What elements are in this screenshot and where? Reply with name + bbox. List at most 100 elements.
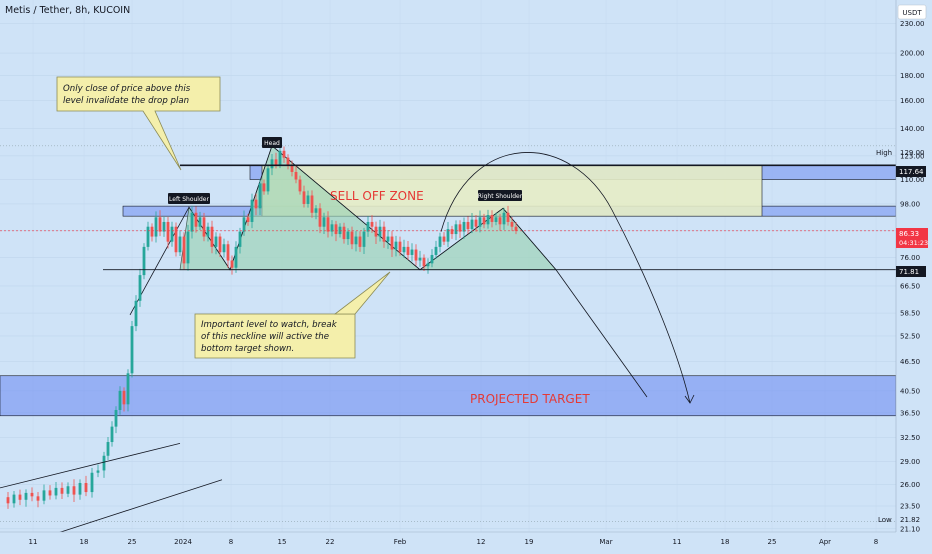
y-tick-label: 23.50	[900, 503, 920, 511]
resistance-badge	[896, 166, 926, 177]
y-tick-label: 58.50	[900, 310, 920, 318]
candle-body	[96, 470, 100, 473]
candle-body	[450, 229, 454, 235]
candle-body	[290, 164, 294, 172]
candle-body	[282, 150, 286, 158]
candle-body	[362, 231, 366, 247]
neckline-text-line-1: Important level to watch, break	[201, 320, 338, 330]
candle-body	[154, 217, 158, 237]
candle-body	[350, 231, 354, 245]
candle-body	[386, 236, 390, 242]
candle-body	[174, 226, 178, 253]
neckline-callout[interactable]: Important level to watch, break of this …	[194, 271, 391, 359]
candle-body	[54, 487, 58, 496]
left-shoulder-label: Left Shoulder	[169, 196, 209, 203]
candle-body	[394, 241, 398, 250]
y-tick-label: 230.00	[900, 20, 925, 28]
candle-body	[84, 482, 88, 493]
channel-lower-line	[54, 479, 223, 535]
candle-body	[422, 257, 426, 267]
x-tick-label: Mar	[599, 538, 612, 546]
candle-body	[318, 208, 322, 227]
candle-body	[418, 257, 422, 261]
candle-body	[510, 221, 514, 227]
candle-body	[462, 221, 466, 232]
candle-body	[410, 249, 414, 255]
x-tick-label: 18	[721, 538, 730, 546]
current-price-value: 86.33	[899, 230, 919, 238]
candle-body	[322, 217, 326, 227]
sell-off-zone-label: SELL OFF ZONE	[330, 189, 424, 203]
y-tick-labels: 230.00 200.00 180.00 160.00 140.00 123.00 110.…	[900, 20, 925, 533]
x-tick-label: 25	[768, 538, 777, 546]
time-axis[interactable]: 11 18 25 2024 8 15 22 Feb 12 19 Mar 11 18 25 Apr 8	[0, 531, 932, 550]
candle-body	[90, 472, 94, 493]
high-label: High	[876, 149, 892, 157]
candle-body	[402, 246, 406, 253]
y-tick-label: 160.00	[900, 97, 925, 105]
candle-body	[214, 236, 218, 247]
candle-body	[302, 191, 306, 204]
candle-body	[190, 212, 194, 232]
candle-body	[238, 231, 242, 247]
candle-body	[478, 217, 482, 227]
candle-body	[502, 212, 506, 225]
price-axis[interactable]: USDT 230.00 200.00 180.00 160.00 140.00 123.0…	[876, 0, 932, 550]
candle-body	[218, 236, 222, 253]
candle-body	[102, 455, 106, 471]
candle-body	[226, 244, 230, 261]
x-tick-labels: 11 18 25 2024 8 15 22 Feb 12 19 Mar 11 18 25 Apr 8	[29, 538, 879, 546]
candle-body	[30, 492, 34, 497]
candle-body	[314, 208, 318, 213]
candle-body	[354, 236, 358, 245]
neckline-badge	[896, 266, 926, 277]
candle-body	[122, 390, 126, 405]
candle-body	[194, 212, 198, 227]
y-tick-label: 32.50	[900, 434, 920, 442]
x-tick-label: 8	[229, 538, 233, 546]
currency-badge[interactable]	[897, 4, 927, 20]
low-value: 21.82	[900, 516, 920, 524]
candle-body	[222, 244, 226, 253]
candle-body	[366, 221, 370, 232]
y-tick-label: 140.00	[900, 125, 925, 133]
y-tick-label: 46.50	[900, 358, 920, 366]
candle-body	[334, 224, 338, 235]
y-tick-label: 36.50	[900, 409, 920, 417]
candle-body	[126, 373, 130, 405]
candle-body	[330, 224, 334, 232]
left-shoulder-tag: Left Shoulder	[168, 193, 210, 204]
candle-body	[490, 215, 494, 222]
x-tick-label: 11	[29, 538, 38, 546]
candle-body	[158, 217, 162, 232]
candle-body	[514, 226, 518, 231]
neckline-text-line-3: bottom target shown.	[201, 344, 294, 354]
invalidation-text-line-2: level invalidate the drop plan	[63, 96, 189, 106]
candle-body	[18, 494, 22, 500]
candle-body	[398, 241, 402, 253]
right-shoulder-label: Right Shoulder	[478, 193, 523, 200]
candle-body	[342, 226, 346, 240]
candle-body	[426, 263, 430, 267]
candle-body	[414, 249, 418, 261]
invalidation-callout[interactable]: Only close of price above this level inv…	[56, 76, 221, 171]
y-tick-label: 123.00	[900, 152, 925, 160]
candle-body	[114, 409, 118, 427]
candle-body	[378, 226, 382, 237]
candle-body	[454, 224, 458, 235]
channel-upper-line	[0, 442, 181, 489]
candle-body	[246, 217, 250, 222]
y-tick-label: 66.50	[900, 282, 920, 290]
candle-body	[178, 236, 182, 253]
candle-body	[494, 217, 498, 222]
neckline-text-line-2: of this neckline will active the	[201, 332, 329, 342]
candle-body	[458, 224, 462, 232]
candle-body	[242, 217, 246, 232]
candle-body	[118, 390, 122, 410]
x-tick-label: 12	[477, 538, 486, 546]
candle-body	[202, 217, 206, 237]
candle-body	[446, 229, 450, 242]
candle-body	[12, 494, 16, 504]
